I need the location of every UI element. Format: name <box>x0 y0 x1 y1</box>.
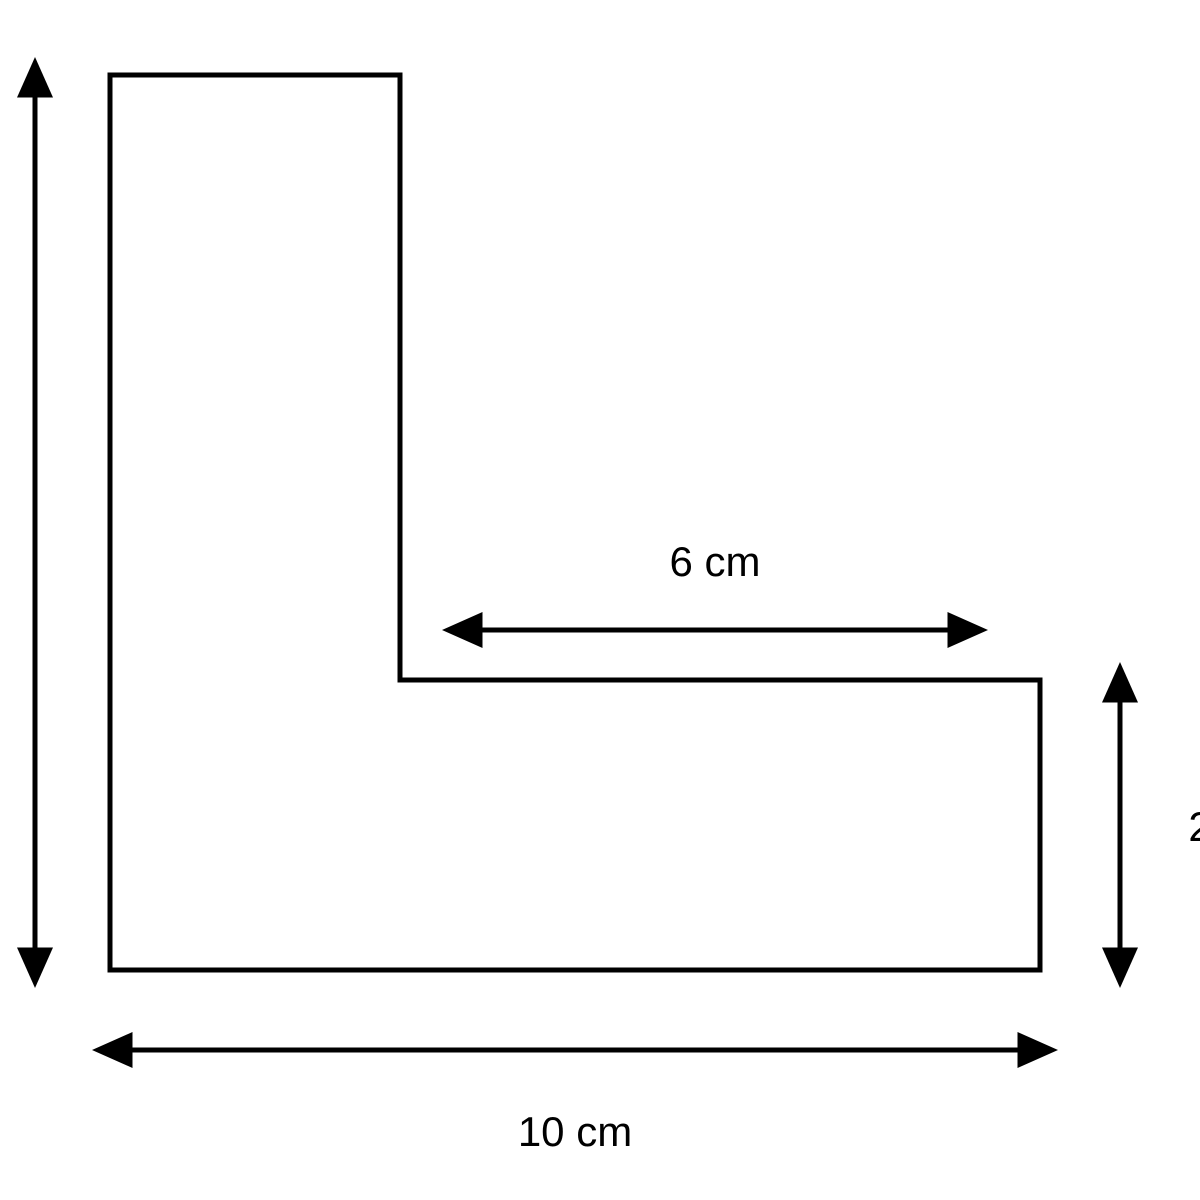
dimension-label-left-height: n <box>0 533 2 580</box>
dimension-label-bottom-width: 10 cm <box>518 1108 632 1155</box>
l-shape <box>110 75 1040 970</box>
geometry-diagram: n 6 cm 2 10 cm <box>0 0 1200 1200</box>
dimension-label-right-height: 2 <box>1188 803 1200 850</box>
dimension-annotations: n 6 cm 2 10 cm <box>0 75 1200 1155</box>
dimension-label-notch-width: 6 cm <box>669 538 760 585</box>
